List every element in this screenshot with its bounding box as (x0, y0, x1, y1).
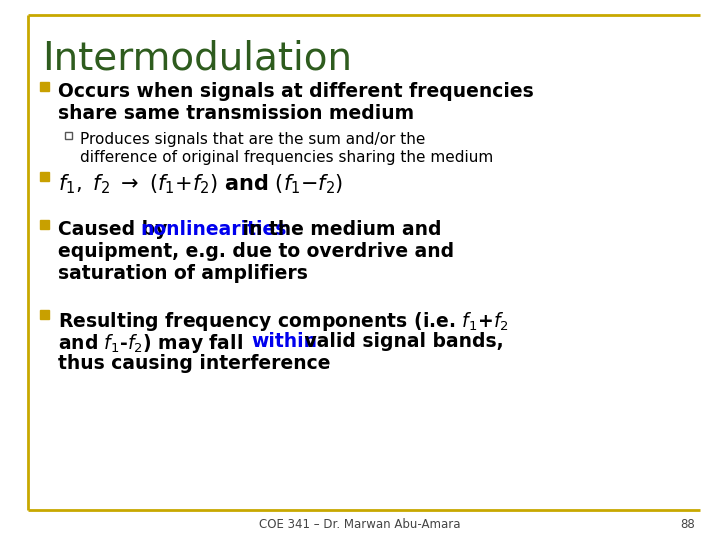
Text: Produces signals that are the sum and/or the: Produces signals that are the sum and/or… (80, 132, 426, 147)
Text: difference of original frequencies sharing the medium: difference of original frequencies shari… (80, 150, 493, 165)
Bar (40, 82, 48, 91)
Bar (40, 309, 48, 319)
Bar (40, 219, 48, 228)
Text: 88: 88 (680, 517, 695, 530)
Text: equipment, e.g. due to overdrive and: equipment, e.g. due to overdrive and (58, 242, 454, 261)
Text: $f_1,\ f_2\ {\rightarrow}\ (f_1{+}f_2)\ \mathbf{and}\ (f_1{-}f_2)$: $f_1,\ f_2\ {\rightarrow}\ (f_1{+}f_2)\ … (58, 172, 343, 195)
Text: Resulting frequency components (i.e. $\mathit{f}_1$+$\mathit{f}_2$: Resulting frequency components (i.e. $\m… (58, 310, 509, 333)
Bar (40, 172, 48, 180)
Text: share same transmission medium: share same transmission medium (58, 104, 414, 123)
Text: Occurs when signals at different frequencies: Occurs when signals at different frequen… (58, 82, 534, 101)
Bar (65, 132, 71, 138)
Text: COE 341 – Dr. Marwan Abu-Amara: COE 341 – Dr. Marwan Abu-Amara (259, 517, 461, 530)
Text: and $\mathit{f}_1$-$\mathit{f}_2$) may fall: and $\mathit{f}_1$-$\mathit{f}_2$) may f… (58, 332, 244, 355)
Text: within: within (251, 332, 317, 351)
Text: nonlinearities: nonlinearities (140, 220, 287, 239)
Text: thus causing interference: thus causing interference (58, 354, 330, 373)
Text: Intermodulation: Intermodulation (42, 40, 352, 78)
Text: valid signal bands,: valid signal bands, (298, 332, 503, 351)
Text: saturation of amplifiers: saturation of amplifiers (58, 264, 308, 283)
Text: in the medium and: in the medium and (236, 220, 441, 239)
Text: Caused by: Caused by (58, 220, 174, 239)
